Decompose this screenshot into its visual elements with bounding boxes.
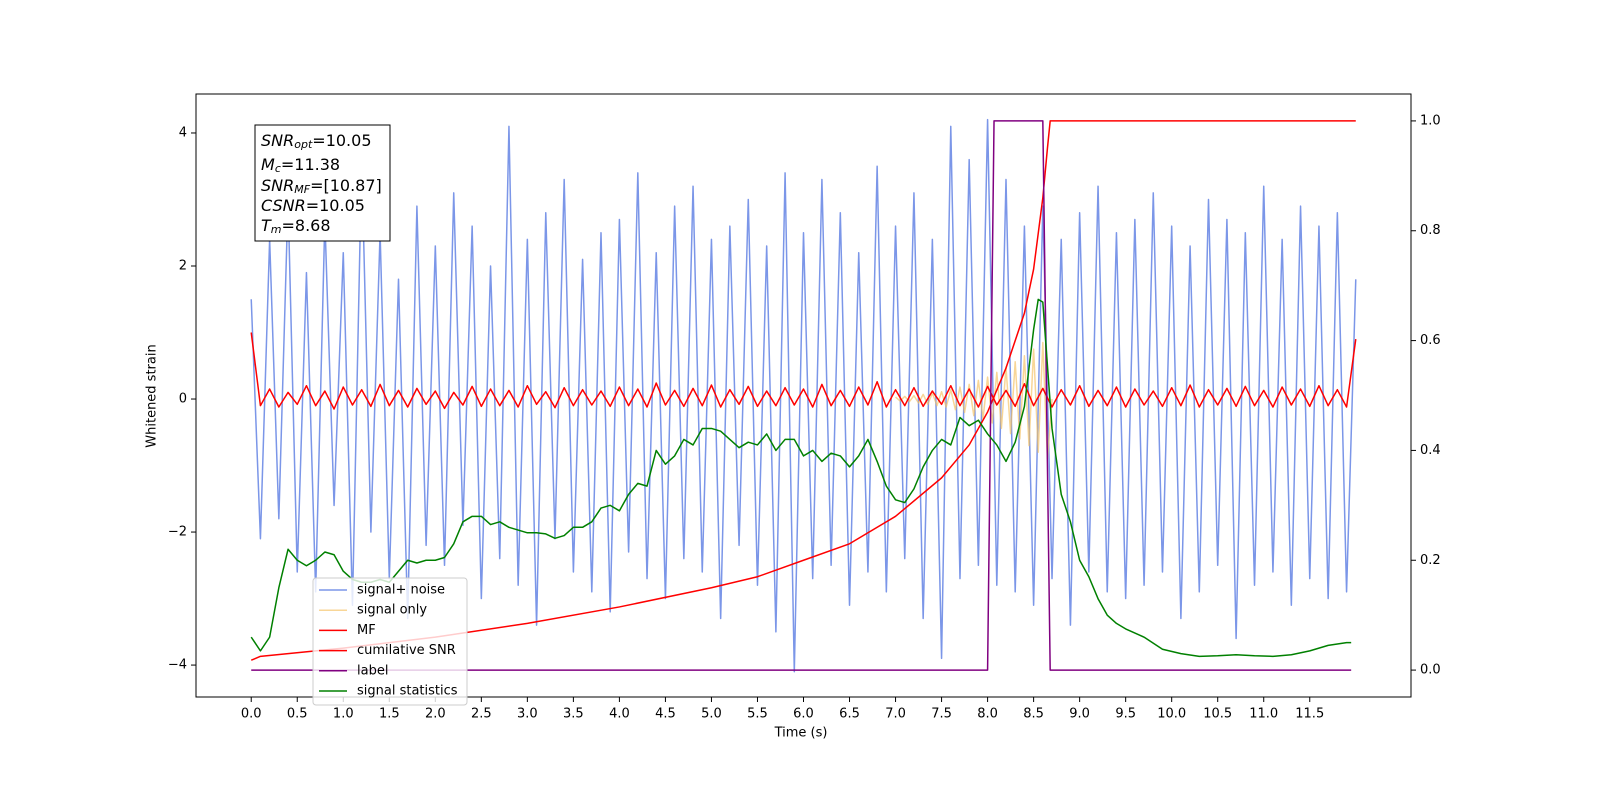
annotation-value: =11.38 <box>281 155 340 174</box>
y-tick-label: −2 <box>168 525 187 540</box>
x-tick-label: 10.5 <box>1203 707 1232 722</box>
legend: signal+ noise signal only MF cumilative SNR… <box>312 577 468 706</box>
x-tick-label: 10.0 <box>1157 707 1186 722</box>
annotation-line: SNRMF=[10.87] <box>261 176 382 197</box>
y2-tick-label: 0.4 <box>1420 443 1441 458</box>
y-tick-label: 4 <box>179 125 187 140</box>
x-tick-label: 0.0 <box>241 707 262 722</box>
x-tick-label: 5.5 <box>747 707 768 722</box>
annotation-line: Tm=8.68 <box>261 216 331 237</box>
y-tick-label: −4 <box>168 658 187 673</box>
series-line <box>250 298 1352 658</box>
legend-box <box>312 577 468 706</box>
y2-tick-label: 0.8 <box>1420 223 1441 238</box>
x-tick-label: 7.5 <box>931 707 952 722</box>
annotation-symbol: SNR <box>261 176 294 195</box>
legend-label: signal only <box>357 603 427 618</box>
x-tick-label: 6.5 <box>839 707 860 722</box>
annotation-symbol: T <box>261 216 272 235</box>
annotation-symbol: M <box>261 155 275 174</box>
y-tick-label: 0 <box>179 392 187 407</box>
x-tick-label: 8.5 <box>1023 707 1044 722</box>
x-tick-label: 11.0 <box>1249 707 1278 722</box>
x-tick-label: 2.5 <box>471 707 492 722</box>
x-tick-label: 11.5 <box>1295 707 1324 722</box>
x-tick-label: 1.5 <box>379 707 400 722</box>
annotation: SNRopt=10.05Mc=11.38SNRMF=[10.87]CSNR=10… <box>254 124 391 242</box>
legend-label: MF <box>357 623 376 638</box>
annotation-subscript: opt <box>294 138 313 151</box>
x-tick-label: 2.0 <box>425 707 446 722</box>
x-tick-label: 1.0 <box>333 707 354 722</box>
x-axis-label: Time (s) <box>774 726 828 741</box>
series-line <box>251 120 1352 671</box>
annotation-symbol: SNR <box>261 131 294 150</box>
y2-tick-label: 0.6 <box>1420 333 1441 348</box>
annotation-value: =[10.87] <box>310 176 382 195</box>
x-tick-label: 3.5 <box>563 707 584 722</box>
annotation-line: Mc=11.38 <box>261 155 340 176</box>
legend-label: cumilative SNR <box>357 643 456 658</box>
annotation-value: =10.05 <box>306 196 365 215</box>
x-tick-label: 7.0 <box>885 707 906 722</box>
x-tick-label: 4.0 <box>609 707 630 722</box>
legend-label: label <box>357 663 388 678</box>
ticks: 0.0 0.5 1.0 1.5 2.0 2.5 3.0 3.5 4.0 4.5 5.0 5.5 6.0 6… <box>168 113 1441 721</box>
y2-tick-label: 0.0 <box>1420 663 1441 678</box>
annotation-value: =8.68 <box>282 216 331 235</box>
y2-tick-label: 0.2 <box>1420 553 1441 568</box>
x-tick-label: 8.0 <box>977 707 998 722</box>
annotation-symbol: CSNR <box>261 196 306 215</box>
annotation-line: CSNR=10.05 <box>261 196 365 215</box>
y-axis-label: Whitened strain <box>145 344 160 447</box>
x-tick-label: 9.5 <box>1115 707 1136 722</box>
annotation-subscript: m <box>271 223 282 236</box>
x-tick-label: 9.0 <box>1069 707 1090 722</box>
legend-label: signal statistics <box>357 684 458 699</box>
x-tick-label: 4.5 <box>655 707 676 722</box>
annotation-subscript: MF <box>294 183 310 196</box>
x-tick-label: 6.0 <box>793 707 814 722</box>
x-tick-label: 3.0 <box>517 707 538 722</box>
x-tick-label: 0.5 <box>287 707 308 722</box>
legend-label: signal+ noise <box>357 583 445 598</box>
y-tick-label: 2 <box>179 259 187 274</box>
annotation-box <box>254 124 391 242</box>
annotation-line: SNRopt=10.05 <box>261 131 372 152</box>
annotation-value: =10.05 <box>312 131 371 150</box>
series-line <box>250 332 1357 410</box>
series-line <box>250 118 1357 673</box>
y2-tick-label: 1.0 <box>1420 113 1441 128</box>
x-tick-label: 5.0 <box>701 707 722 722</box>
annotation-subscript: c <box>275 162 281 175</box>
